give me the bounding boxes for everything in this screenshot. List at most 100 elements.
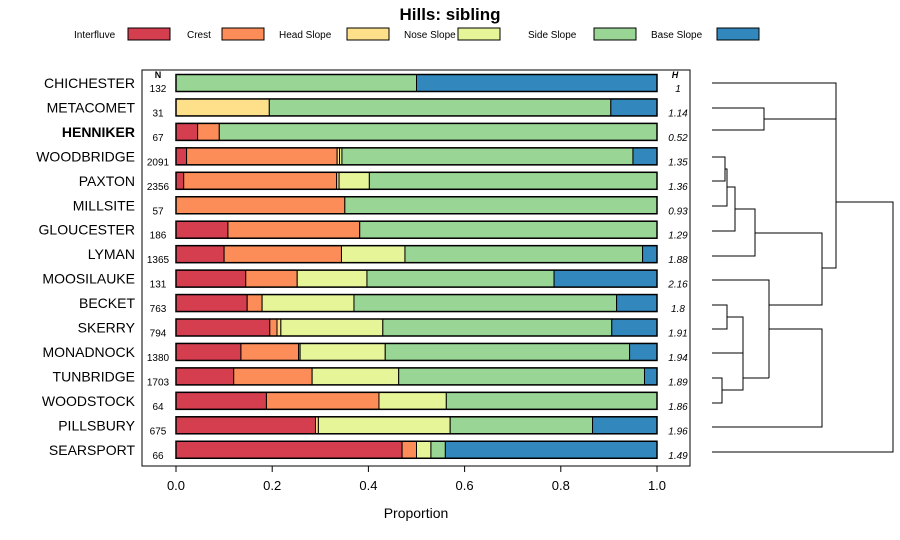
bar-segment-interfluve	[175, 367, 235, 386]
row-pillsbury: PILLSBURY 675 1.96	[58, 416, 688, 437]
bar-segment-side-slope	[175, 74, 417, 92]
bar-segment-side-slope	[382, 318, 613, 337]
row-metacomet: METACOMET 31 1.14	[47, 98, 688, 119]
bar-segment-nose-slope	[311, 367, 400, 386]
bar-segment-nose-slope	[338, 171, 370, 190]
bar-segment-crest	[227, 220, 361, 239]
chart-title: Hills: sibling	[399, 5, 500, 24]
legend-swatch-interfluve	[127, 27, 171, 41]
row-h-value: 1.86	[668, 402, 688, 413]
bar-segment-base-slope	[632, 147, 658, 166]
row-henniker: HENNIKER 67 0.52	[62, 122, 688, 144]
row-n-value: 31	[152, 108, 164, 119]
row-label: METACOMET	[47, 99, 136, 115]
row-label: MOOSILAUKE	[42, 271, 135, 287]
bar-segment-side-slope	[449, 416, 594, 435]
bar-segment-side-slope	[366, 269, 555, 288]
bar-segment-head-slope	[175, 98, 270, 117]
row-woodstock: WOODSTOCK 64 1.86	[42, 391, 688, 413]
bar-segment-interfluve	[175, 440, 403, 459]
row-lyman: LYMAN 1365 1.88	[88, 244, 688, 266]
bar-segment-nose-slope	[317, 416, 451, 435]
bar-segment-nose-slope	[280, 318, 384, 337]
row-n-value: 763	[150, 304, 167, 315]
x-axis: 0.0 0.2 0.4 0.6 0.8 1.0	[167, 466, 666, 493]
bar-segment-nose-slope	[296, 269, 368, 288]
row-label: PAXTON	[79, 173, 135, 189]
row-label: WOODSTOCK	[42, 393, 136, 409]
legend-swatch-crest	[221, 27, 265, 41]
row-label: CHICHESTER	[44, 75, 135, 91]
plot-frame	[141, 69, 691, 467]
bar-rows: CHICHESTER 132 1 METACOMET 31 1.14 HENNIKER 67 0…	[36, 73, 688, 462]
bar-segment-base-slope	[553, 269, 658, 288]
row-n-value: 67	[152, 133, 164, 144]
row-n-value: 1365	[147, 255, 170, 266]
bar-segment-interfluve	[175, 416, 316, 435]
legend: Interfluve Crest Head Slope Nose Slope Side …	[74, 27, 760, 41]
row-label: SKERRY	[78, 320, 136, 336]
row-woodbridge: WOODBRIDGE 2091 1.35	[36, 147, 688, 168]
row-n-value: 794	[150, 329, 167, 340]
bar-segment-nose-slope	[378, 391, 447, 410]
row-h-value: 1.8	[671, 304, 685, 315]
bar-segment-crest	[265, 391, 380, 410]
bar-segment-side-slope	[404, 245, 644, 264]
row-label: MONADNOCK	[42, 344, 135, 360]
x-tick-label: 0.2	[263, 478, 281, 493]
x-tick-label: 0.8	[552, 478, 570, 493]
row-h-value: 2.16	[667, 280, 688, 291]
row-n-value: 2356	[147, 182, 170, 193]
bar-segment-side-slope	[341, 147, 634, 166]
row-h-value: 1	[675, 84, 681, 95]
row-n-value: 131	[150, 280, 167, 291]
bar-outline	[175, 416, 658, 435]
bar-segment-interfluve	[175, 318, 271, 337]
bar-segment-interfluve	[175, 294, 248, 313]
bar-outline	[175, 440, 658, 459]
row-searsport: SEARSPORT 66 1.49	[49, 440, 688, 462]
row-h-value: 0.52	[668, 133, 688, 144]
legend-label-side-slope: Side Slope	[528, 30, 577, 41]
bar-outline	[175, 342, 658, 362]
row-n-value: 2091	[147, 157, 170, 168]
row-label: PILLSBURY	[58, 417, 135, 433]
bar-segment-nose-slope	[299, 342, 386, 361]
bar-outline	[175, 269, 658, 288]
bar-segment-head-slope	[276, 318, 282, 337]
x-tick-label: 0.6	[456, 478, 474, 493]
bar-segment-nose-slope	[416, 440, 432, 459]
bar-segment-crest	[240, 342, 300, 361]
bar-outline	[175, 367, 658, 386]
bar-segment-side-slope	[359, 220, 658, 239]
bar-segment-interfluve	[175, 220, 229, 239]
bar-segment-interfluve	[175, 342, 242, 361]
bar-segment-side-slope	[353, 294, 618, 313]
bar-segment-base-slope	[444, 440, 658, 459]
bar-outline	[175, 73, 658, 93]
bar-segment-crest	[186, 147, 338, 166]
row-tunbridge: TUNBRIDGE 1703 1.89	[53, 367, 688, 388]
x-axis-title: Proportion	[384, 505, 449, 521]
bar-segment-base-slope	[629, 342, 658, 361]
legend-label-interfluve: Interfluve	[74, 30, 116, 41]
row-label: TUNBRIDGE	[53, 368, 135, 384]
bar-segment-interfluve	[175, 269, 247, 288]
row-label: BECKET	[79, 295, 135, 311]
bar-segment-base-slope	[642, 245, 658, 264]
row-h-value: 1.35	[668, 157, 688, 168]
row-gloucester: GLOUCESTER 186 1.29	[39, 220, 688, 242]
row-chichester: CHICHESTER 132 1	[44, 73, 681, 95]
row-h-value: 1.29	[668, 231, 688, 242]
row-n-value: 57	[152, 206, 164, 217]
bar-segment-crest	[183, 171, 338, 190]
row-n-value: 132	[150, 84, 167, 95]
row-label: MILLSITE	[73, 197, 135, 213]
x-tick-label: 0.0	[167, 478, 185, 493]
row-moosilauke: MOOSILAUKE 131 2.16	[42, 269, 688, 291]
legend-swatch-side-slope	[593, 27, 637, 41]
legend-label-nose-slope: Nose Slope	[404, 30, 456, 41]
bar-segment-interfluve	[175, 245, 225, 264]
row-n-value: 1703	[147, 377, 170, 388]
bar-segment-side-slope	[384, 342, 631, 361]
